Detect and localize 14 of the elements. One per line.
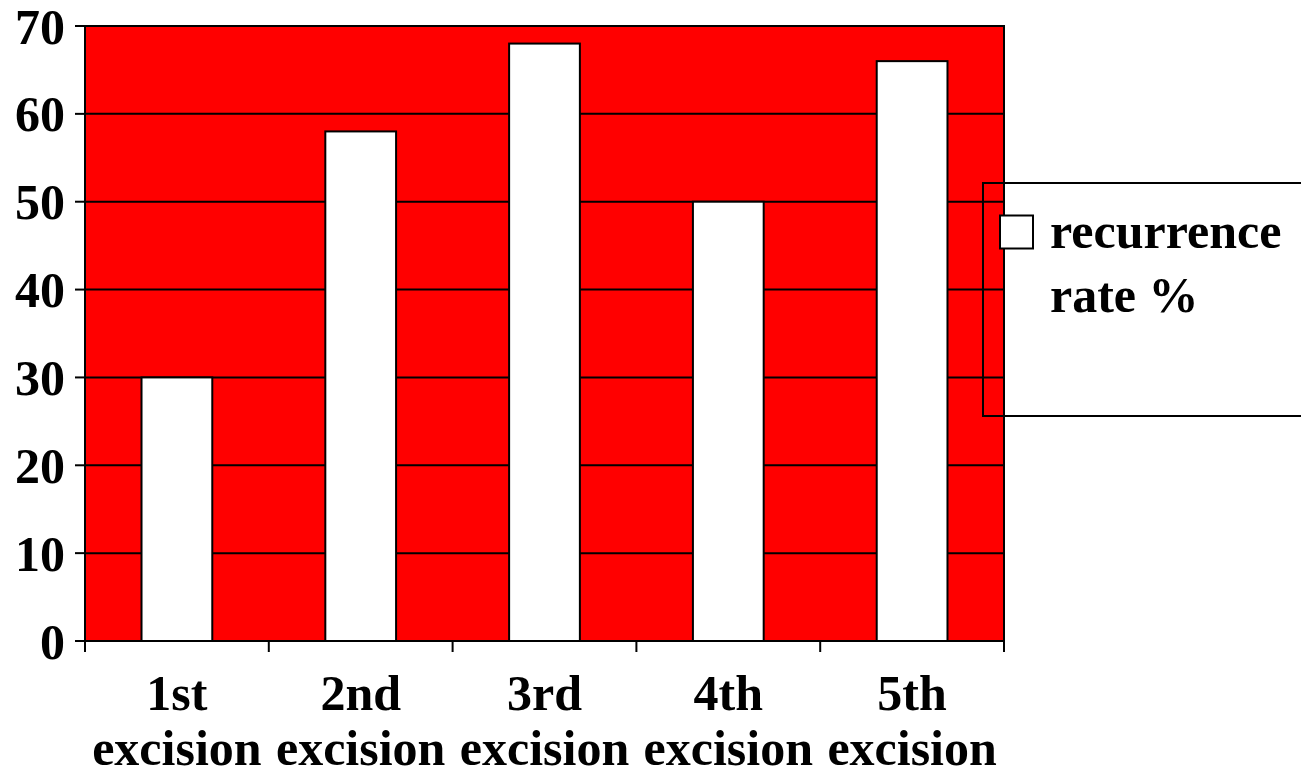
y-tick-label: 10	[15, 525, 65, 582]
y-tick-label: 50	[15, 174, 65, 231]
y-tick-label: 30	[15, 349, 65, 406]
y-tick-label: 20	[15, 437, 65, 494]
x-tick-label: 1st excision	[92, 665, 262, 771]
x-tick-label: 2nd excision	[275, 665, 446, 771]
legend-label: recurrence rate %	[1050, 202, 1282, 323]
y-tick-label: 60	[15, 86, 65, 143]
x-tick-label: 5th excision	[827, 665, 998, 771]
y-tick-label: 40	[15, 262, 65, 319]
x-tick-label: 3rd excision	[459, 665, 630, 771]
y-tick-label: 0	[40, 613, 65, 670]
x-tick-label: 4th excision	[643, 665, 814, 771]
y-tick-label: 70	[15, 0, 65, 55]
